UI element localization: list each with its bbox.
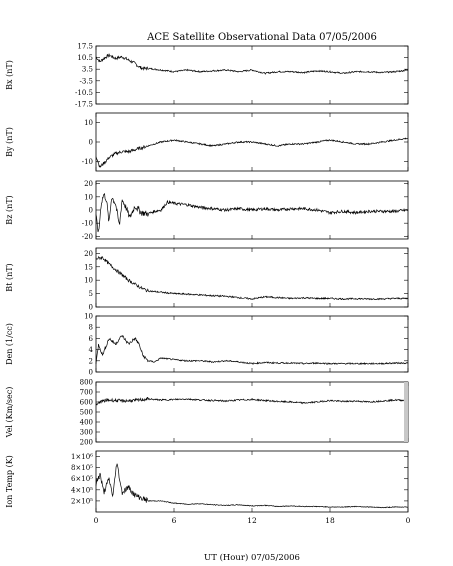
y-axis-label: Bx (nT) xyxy=(5,60,14,90)
series-line-ion-temp xyxy=(95,463,409,509)
y-tick-label: 10 xyxy=(84,119,93,127)
panel-bt: Bt (nT) 20 15 10 5 0 xyxy=(5,247,409,312)
y-tick-label: 1×10⁶ xyxy=(71,453,93,461)
y-tick-label: 200 xyxy=(80,439,93,447)
x-tick-label: 6 xyxy=(172,516,177,525)
panel-frame xyxy=(95,45,409,105)
y-tick-label: 0 xyxy=(89,207,93,215)
y-tick-label: -20 xyxy=(82,233,93,241)
y-tick-label: -3.5 xyxy=(80,77,94,85)
series-line-by xyxy=(95,137,408,168)
y-tick-label: -10 xyxy=(82,220,93,228)
y-tick-label: 800 xyxy=(80,379,93,387)
series-line-bx xyxy=(95,53,408,75)
data-gap-band xyxy=(404,382,408,442)
y-tick-label: 0 xyxy=(89,304,93,312)
y-axis-label: Vel (Km/sec) xyxy=(5,387,14,439)
y-tick-label: 0 xyxy=(89,139,93,147)
y-tick-label: 700 xyxy=(80,389,93,397)
x-axis-label: UT (Hour) 07/05/2006 xyxy=(204,552,300,563)
y-tick-label: 15 xyxy=(84,263,93,271)
y-tick-label: 500 xyxy=(80,409,93,417)
y-tick-label: 400 xyxy=(80,419,93,427)
y-tick-label: 20 xyxy=(84,180,93,188)
y-tick-label: -17.5 xyxy=(75,101,93,109)
y-tick-label: 8 xyxy=(89,324,93,332)
panel-frame xyxy=(95,450,409,513)
y-tick-label: 6 xyxy=(89,335,94,343)
series-line-bt xyxy=(95,256,409,301)
panel-bx: Bx (nT) 17.5 10.5 3.5 -3.5 -10.5 -17.5 xyxy=(5,43,409,109)
y-tick-label: -10.5 xyxy=(75,89,93,97)
y-axis-label: Den (1/cc) xyxy=(5,323,14,365)
y-tick-label: 3.5 xyxy=(82,66,93,74)
y-axis-label: Bz (nT) xyxy=(5,195,14,224)
y-tick-label: 10 xyxy=(84,277,93,285)
y-tick-label: 10 xyxy=(84,313,93,321)
series-line-vel xyxy=(95,397,409,406)
y-axis-label: By (nT) xyxy=(5,127,14,157)
y-tick-label: 300 xyxy=(80,429,93,437)
panel-frame xyxy=(95,381,409,443)
panel-ion-temp: Ion Temp (K) 1×10⁶ 8×10⁵ 6×10⁵ 4×10⁵ 2×10⁵ xyxy=(5,450,409,513)
y-tick-label: 10 xyxy=(84,193,93,201)
y-axis-label: Ion Temp (K) xyxy=(5,455,14,508)
y-axis-label: Bt (nT) xyxy=(5,263,14,291)
y-tick-label: 600 xyxy=(80,399,93,407)
y-tick-label: 20 xyxy=(84,250,93,258)
y-tick-label: 17.5 xyxy=(77,43,93,51)
y-tick-label: 2×10⁵ xyxy=(71,497,93,505)
y-tick-label: 0 xyxy=(89,369,93,377)
panel-bz: Bz (nT) 20 10 0 -10 -20 xyxy=(5,180,409,241)
panel-by: By (nT) 10 0 -10 xyxy=(5,112,409,172)
x-tick-label: 0 xyxy=(406,516,411,525)
y-tick-label: 4×10⁵ xyxy=(71,486,93,494)
figure-title: ACE Satellite Observational Data 07/05/2… xyxy=(146,32,377,43)
series-line-den xyxy=(95,335,409,366)
panel-den: Den (1/cc) 10 8 6 4 2 0 xyxy=(5,313,409,377)
panels: Bx (nT) 17.5 10.5 3.5 -3.5 -10.5 -17.5 By (nT) 1… xyxy=(5,43,411,526)
y-tick-label: 10.5 xyxy=(77,54,93,62)
panel-vel: Vel (Km/sec) 800 700 600 500 400 300 200 xyxy=(5,379,409,447)
x-tick-label: 18 xyxy=(325,516,335,525)
y-tick-label: 5 xyxy=(89,290,93,298)
y-tick-label: 6×10⁵ xyxy=(71,475,93,483)
y-tick-label: 4 xyxy=(89,346,94,354)
x-tick-label: 12 xyxy=(247,516,257,525)
y-tick-label: -10 xyxy=(82,158,93,166)
x-tick-label: 0 xyxy=(94,516,99,525)
y-tick-label: 8×10⁵ xyxy=(71,464,93,472)
series-line-bz xyxy=(95,193,409,233)
y-tick-label: 2 xyxy=(89,357,93,365)
